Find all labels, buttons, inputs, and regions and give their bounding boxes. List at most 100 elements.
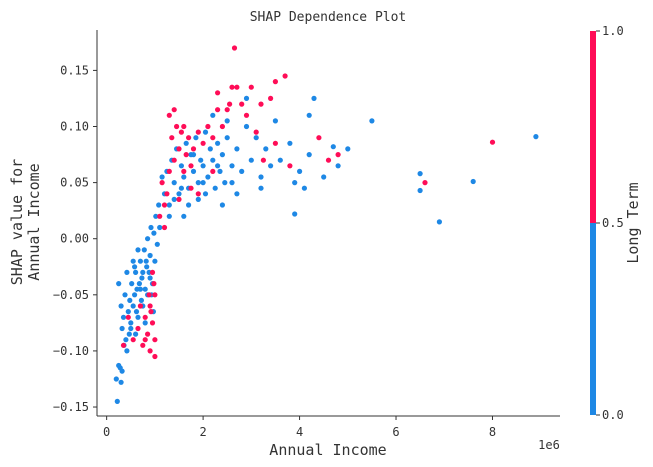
scatter-point-s0-110 (345, 146, 351, 152)
scatter-point-s0-85 (229, 163, 235, 169)
scatter-point-s1-9 (149, 320, 156, 326)
scatter-point-s1-8 (147, 303, 153, 309)
scatter-point-s0-26 (141, 247, 147, 253)
scatter-point-s0-90 (253, 135, 259, 141)
scatter-point-s0-124 (202, 191, 209, 197)
scatter-point-s1-60 (316, 135, 322, 141)
scatter-point-s0-73 (198, 157, 204, 163)
scatter-point-s0-131 (229, 180, 235, 186)
scatter-point-s0-39 (157, 224, 163, 231)
scatter-point-s1-55 (243, 112, 250, 118)
colorbar-high-segment (590, 31, 596, 223)
scatter-point-s1-29 (181, 168, 187, 174)
scatter-point-s0-113 (292, 211, 298, 217)
scatter-point-s1-28 (178, 129, 184, 135)
scatter-point-s0-128 (190, 152, 197, 158)
scatter-point-s0-120 (171, 196, 177, 202)
colorbar-low-segment (590, 223, 596, 415)
x-axis-scale-label: 1e6 (538, 438, 560, 452)
scatter-point-s1-64 (489, 139, 496, 145)
scatter-point-s1-7 (145, 331, 151, 337)
scatter-point-s0-9 (119, 325, 125, 332)
scatter-point-s0-76 (205, 174, 211, 180)
scatter-point-s0-67 (183, 140, 189, 146)
scatter-point-s0-38 (156, 202, 162, 208)
colorbar: 1.0 0.5 0.0 Long Term (590, 24, 642, 422)
scatter-point-s1-59 (287, 163, 293, 169)
scatter-point-s0-49 (124, 348, 130, 354)
scatter-point-s1-54 (181, 123, 187, 130)
scatter-point-s0-107 (301, 185, 307, 191)
scatter-point-s0-7 (118, 303, 124, 309)
scatter-point-s0-15 (128, 320, 134, 326)
scatter-point-s0-92 (263, 146, 269, 152)
scatter-point-s0-103 (306, 112, 312, 118)
scatter-point-s0-14 (127, 297, 133, 303)
scatter-point-s0-108 (321, 174, 327, 180)
scatter-point-s0-109 (335, 163, 341, 169)
scatter-point-s1-6 (142, 314, 148, 320)
scatter-point-s0-105 (258, 185, 264, 191)
scatter-point-s0-46 (142, 320, 148, 326)
scatter-point-s1-36 (205, 123, 211, 130)
scatter-point-s0-41 (130, 303, 136, 309)
scatter-point-s1-38 (215, 107, 221, 113)
scatter-point-s0-102 (311, 95, 317, 101)
scatter-point-s0-78 (210, 157, 216, 163)
scatter-point-s0-11 (123, 337, 129, 343)
scatter-point-s1-32 (188, 163, 194, 169)
scatter-point-s0-93 (268, 163, 274, 169)
scatter-point-s1-13 (147, 348, 153, 354)
scatter-point-s0-34 (151, 230, 157, 236)
scatter-point-s0-3 (118, 379, 124, 385)
y-tick-label-5: 0.10 (60, 120, 89, 134)
scatter-point-s1-27 (176, 146, 182, 152)
chart-title: SHAP Dependence Plot (250, 10, 407, 25)
scatter-point-s0-111 (330, 144, 336, 150)
scatter-point-s0-23 (137, 258, 143, 264)
scatter-point-s1-37 (210, 135, 216, 141)
scatter-point-s0-64 (176, 191, 182, 197)
scatter-point-s1-26 (174, 123, 180, 130)
scatter-point-s0-77 (207, 146, 213, 152)
scatter-point-s0-74 (200, 163, 206, 169)
scatter-point-s0-54 (139, 275, 145, 281)
scatter-point-s1-57 (260, 157, 266, 163)
scatter-point-s1-52 (171, 107, 177, 113)
scatter-point-s1-69 (188, 185, 194, 191)
scatter-point-s0-40 (128, 325, 134, 332)
scatter-point-s0-86 (234, 146, 240, 152)
x-tick-label-0: 0 (103, 425, 110, 439)
scatter-point-s0-106 (292, 180, 298, 186)
scatter-point-s1-46 (268, 95, 274, 101)
y-tick-label-0: −0.15 (53, 400, 89, 414)
scatter-point-s1-10 (151, 281, 157, 287)
scatter-point-s0-18 (132, 292, 138, 298)
scatter-point-s1-5 (140, 342, 146, 348)
scatter-point-s0-117 (436, 219, 442, 225)
scatter-point-s1-1 (125, 314, 131, 320)
scatter-point-s0-24 (138, 297, 144, 303)
scatter-point-s0-43 (135, 314, 141, 320)
scatter-point-s1-40 (224, 107, 230, 113)
scatter-point-s0-19 (133, 269, 139, 275)
scatter-point-s0-8 (120, 314, 127, 320)
colorbar-tick-mid: 0.5 (602, 216, 624, 230)
scatter-point-s1-23 (166, 168, 172, 174)
scatter-point-s0-20 (133, 309, 140, 315)
scatter-point-s0-112 (369, 118, 375, 124)
scatter-point-s0-119 (166, 213, 172, 219)
scatter-point-s0-60 (166, 202, 172, 208)
scatter-point-s1-14 (149, 269, 156, 275)
scatter-point-s0-53 (134, 286, 140, 292)
scatter-point-s0-116 (470, 178, 476, 185)
scatter-point-s1-22 (164, 191, 170, 197)
scatter-point-s0-127 (181, 213, 187, 219)
scatter-point-s0-115 (417, 187, 423, 194)
scatter-point-s0-95 (287, 140, 293, 146)
scatter-point-s0-16 (129, 281, 135, 287)
y-tick-label-3: 0.00 (60, 232, 89, 246)
scatter-point-s0-130 (215, 163, 221, 169)
scatter-point-s0-65 (178, 163, 184, 169)
scatter-point-s1-56 (253, 129, 259, 135)
